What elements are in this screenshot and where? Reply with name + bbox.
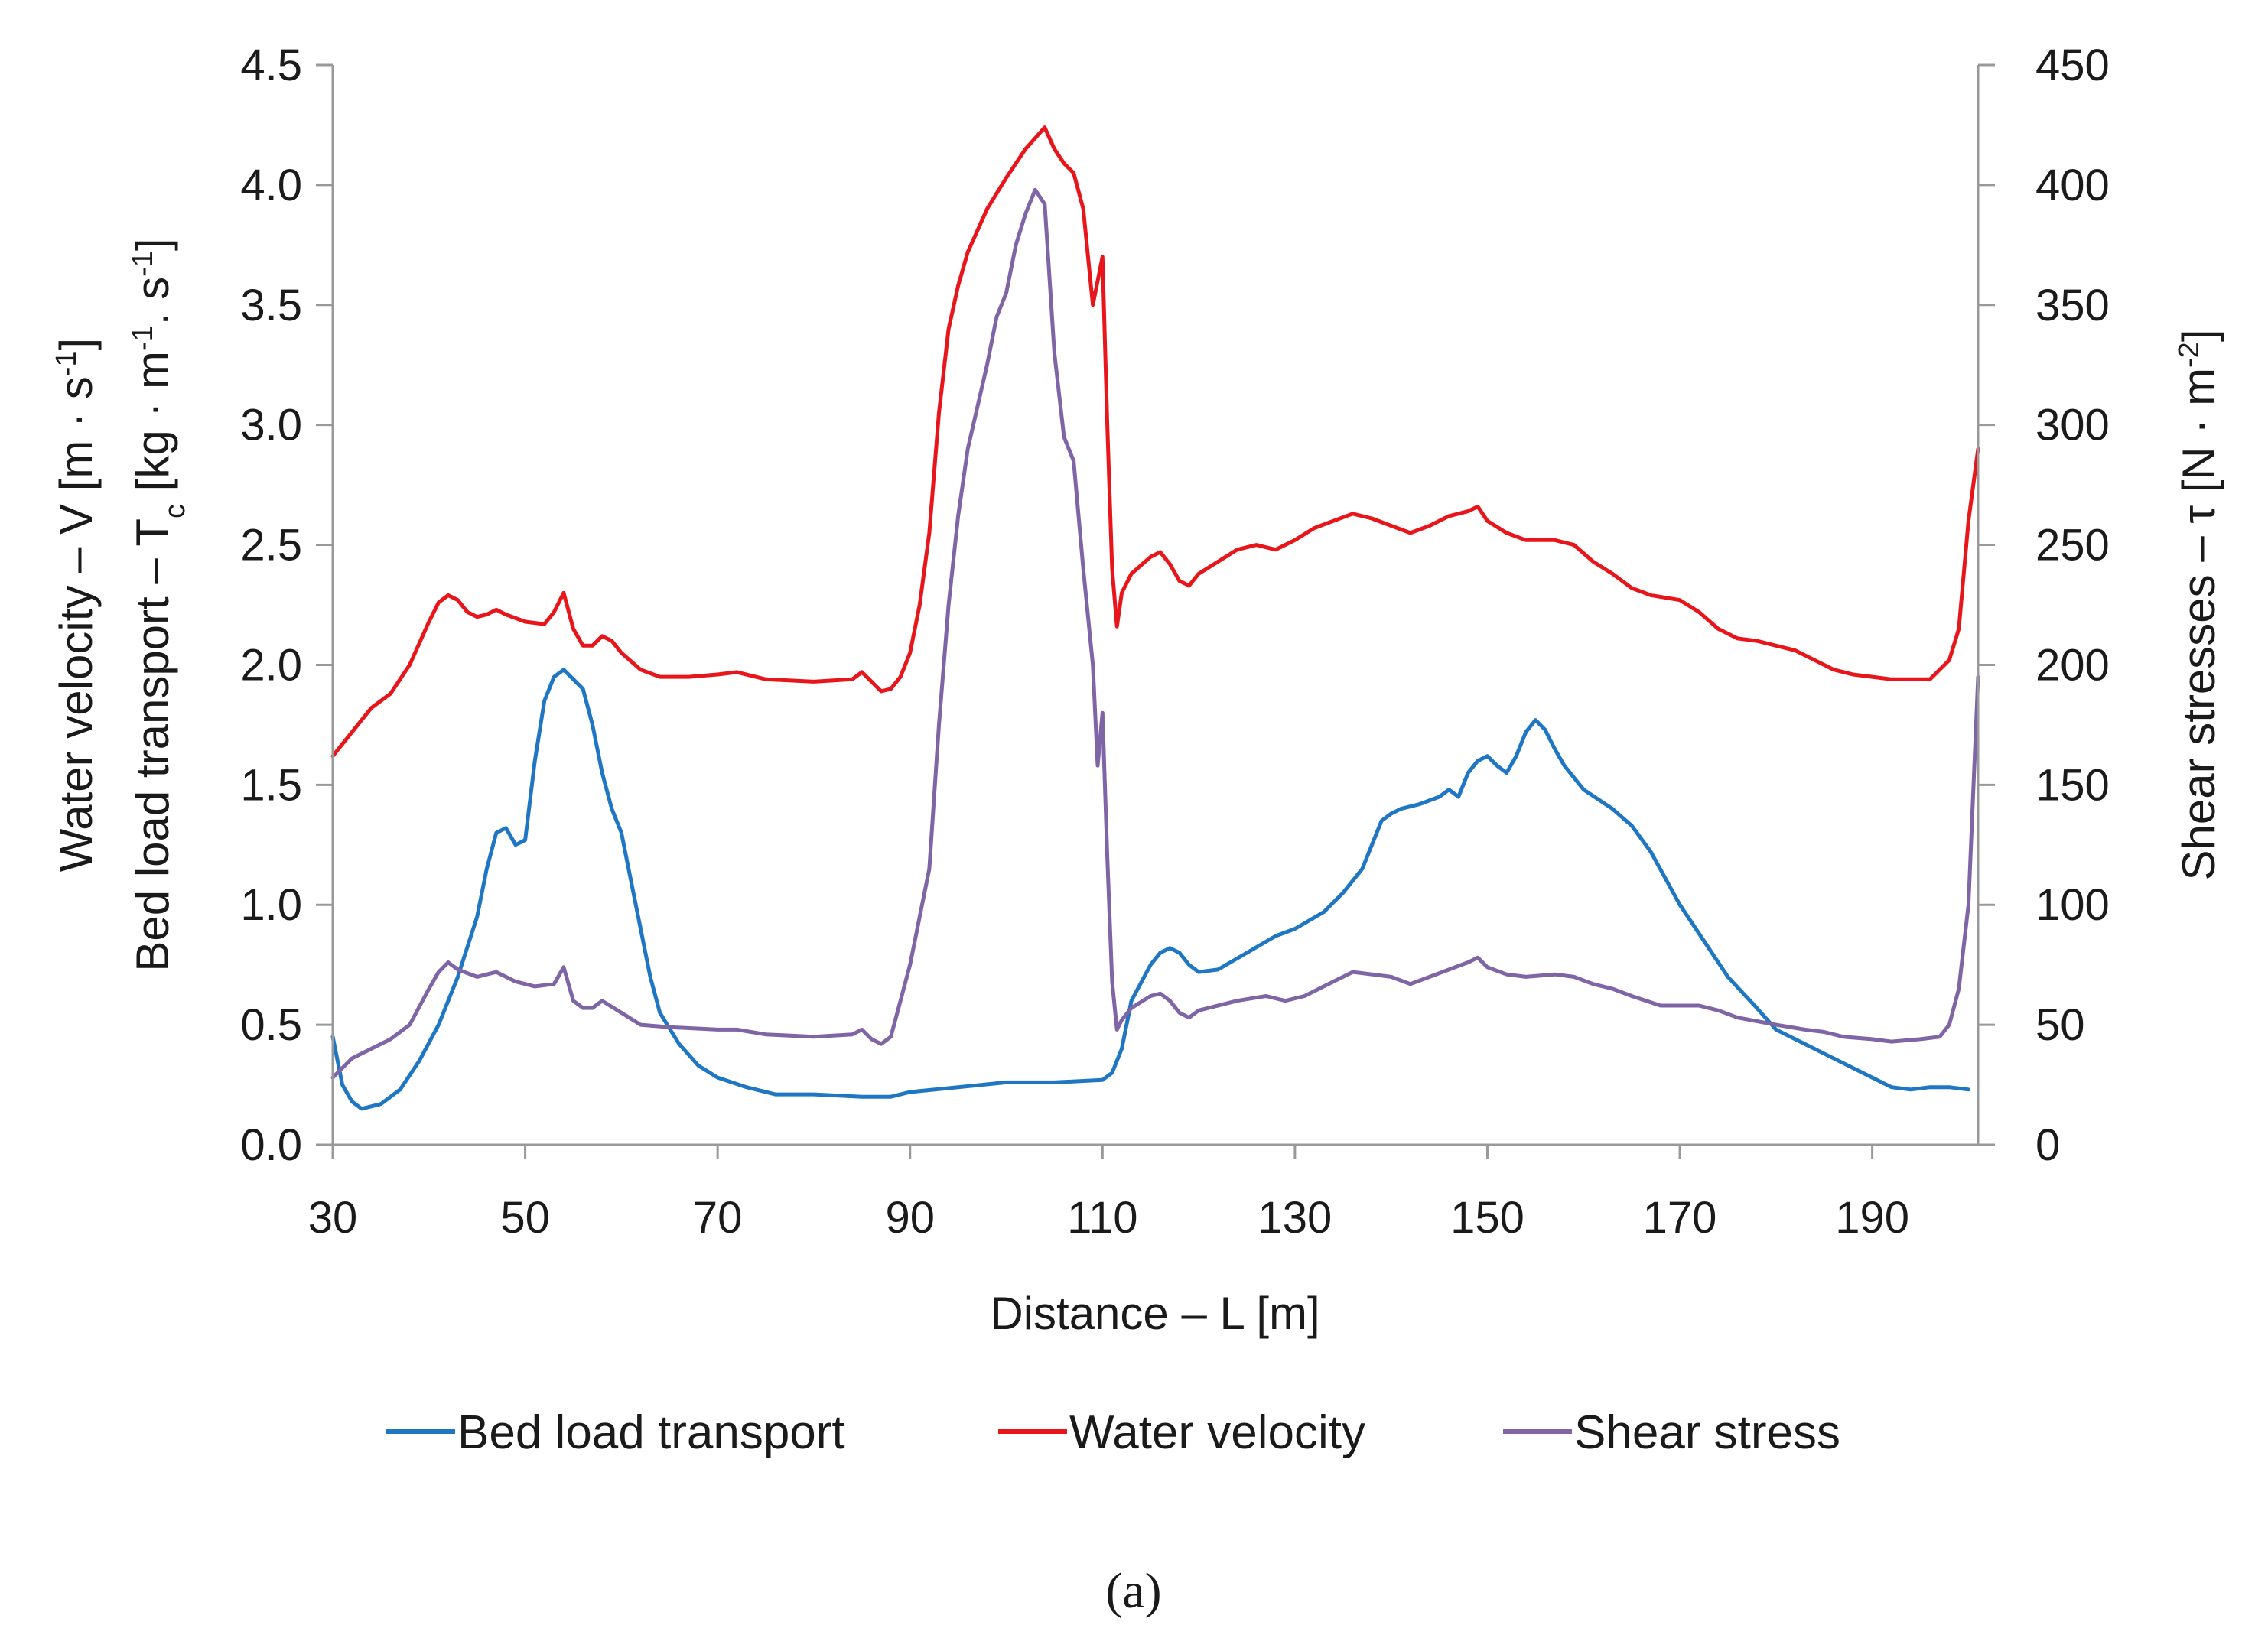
- x-tick-label: 150: [1450, 1193, 1524, 1243]
- ticks: 30 50 70 90 110 130 150 170 190 0.0 0.5 1.0 1.5 2.0 2.…: [240, 41, 2109, 1243]
- y-right-tick-label: 350: [2035, 281, 2110, 330]
- y-right-tick-label: 450: [2035, 41, 2110, 90]
- x-tick-label: 130: [1258, 1193, 1332, 1243]
- y-right-tick-label: 200: [2035, 640, 2110, 690]
- legend: Bed load transport Water velocity Shear st…: [386, 1406, 1840, 1459]
- figure-caption: (a): [1105, 1563, 1161, 1619]
- y-axis-left-title-bedload: Bed load transport – Tc [kg · m-1. s-1]: [127, 238, 191, 971]
- y-left-tick-label: 2.5: [240, 521, 302, 570]
- y-right-tick-label: 250: [2035, 521, 2110, 570]
- y-left-tick-label: 0.5: [240, 1000, 302, 1050]
- x-tick-label: 90: [885, 1193, 935, 1243]
- y-right-tick-label: 400: [2035, 161, 2110, 210]
- y-left-tick-label: 0.0: [240, 1120, 302, 1170]
- axes: [331, 65, 1980, 1146]
- y-right-tick-label: 100: [2035, 880, 2110, 930]
- y-axis-left-title-velocity: Water velocity – V [m · s-1]: [50, 338, 102, 872]
- y-left-tick-label: 3.0: [240, 401, 302, 450]
- x-tick-label: 30: [308, 1193, 358, 1243]
- x-tick-label: 70: [693, 1193, 743, 1243]
- y-right-tick-label: 300: [2035, 401, 2110, 450]
- y-right-tick-label: 50: [2035, 1000, 2085, 1050]
- x-tick-label: 170: [1643, 1193, 1717, 1243]
- x-axis-title: Distance – L [m]: [990, 1288, 1319, 1339]
- y-right-tick-label: 0: [2035, 1120, 2060, 1170]
- series-line-bed-load-transport: [330, 668, 1970, 1111]
- y-left-tick-label: 1.5: [240, 760, 302, 810]
- legend-label: Shear stress: [1574, 1406, 1840, 1459]
- x-tick-label: 190: [1835, 1193, 1909, 1243]
- y-axis-right-title: Shear stresses – τ [N · m-2]: [2173, 329, 2224, 880]
- y-left-tick-label: 4.5: [240, 41, 302, 90]
- x-tick-label: 110: [1067, 1193, 1137, 1243]
- y-left-tick-label: 3.5: [240, 281, 302, 330]
- legend-label: Water velocity: [1069, 1406, 1365, 1459]
- y-left-tick-label: 4.0: [240, 161, 302, 210]
- y-left-tick-label: 1.0: [240, 880, 302, 930]
- y-right-tick-label: 150: [2035, 760, 2110, 810]
- x-tick-label: 50: [500, 1193, 550, 1243]
- y-left-tick-label: 2.0: [240, 640, 302, 690]
- plot-lines: [330, 125, 1980, 1111]
- series-line-water-velocity: [330, 125, 1980, 759]
- legend-label: Bed load transport: [457, 1406, 845, 1459]
- series-line-shear-stress: [330, 187, 1980, 1080]
